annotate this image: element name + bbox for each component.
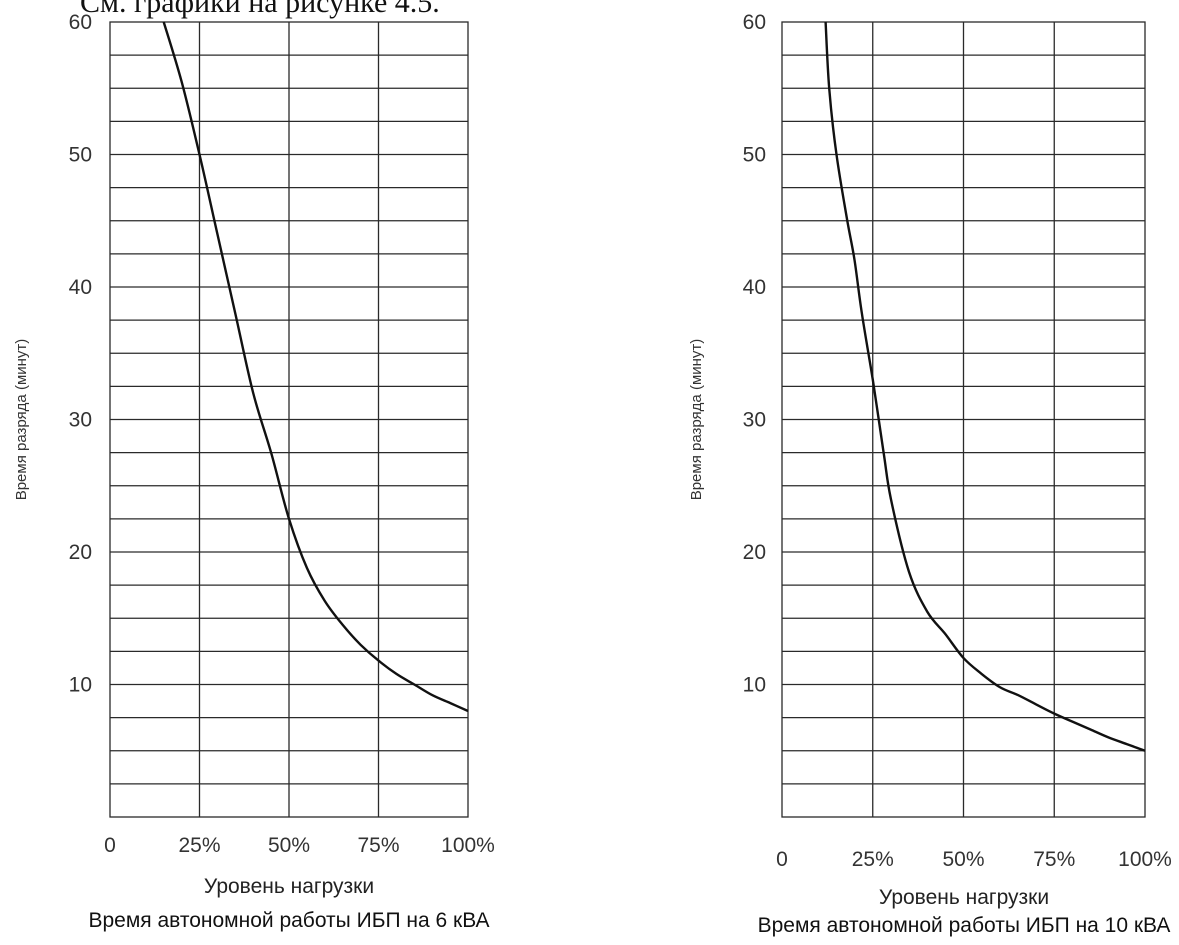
x-tick-label: 25% — [178, 834, 220, 857]
y-tick-label: 50 — [69, 144, 92, 167]
discharge-curve — [162, 21, 469, 713]
y-tick-label: 40 — [743, 276, 766, 299]
x-tick-label: 100% — [1118, 848, 1172, 871]
x-tick-label: 0 — [776, 848, 788, 871]
y-axis-label: Время разряда (минут) — [13, 339, 30, 501]
x-tick-label: 50% — [268, 834, 310, 857]
chart-caption: Время автономной работы ИБП на 6 кВА — [88, 909, 489, 932]
y-tick-label: 20 — [743, 541, 766, 564]
x-axis-label: Уровень нагрузки — [204, 875, 374, 898]
y-tick-label: 30 — [69, 409, 92, 432]
y-tick-label: 10 — [69, 674, 92, 697]
x-tick-label: 75% — [1033, 848, 1075, 871]
plot-frame — [109, 21, 469, 818]
x-tick-label: 50% — [942, 848, 984, 871]
y-tick-label: 50 — [743, 144, 766, 167]
chart-ups-10kva: 10 20 30 40 50 60 0 25% 50% 75% 100% Время разряда … — [688, 11, 1172, 937]
y-tick-label: 60 — [69, 11, 92, 34]
x-tick-label: 75% — [357, 834, 399, 857]
x-tick-label: 25% — [852, 848, 894, 871]
y-tick-label: 20 — [69, 541, 92, 564]
y-tick-label: 10 — [743, 674, 766, 697]
y-tick-label: 40 — [69, 276, 92, 299]
y-tick-label: 30 — [743, 409, 766, 432]
discharge-curve — [824, 21, 1146, 752]
plot-frame — [781, 21, 1146, 818]
y-axis-label: Время разряда (минут) — [688, 339, 705, 501]
chart-ups-6kva: 10 20 30 40 50 60 0 25% 50% 75% 100% Время разряда … — [13, 11, 495, 932]
x-tick-label: 0 — [104, 834, 116, 857]
y-tick-label: 60 — [743, 11, 766, 34]
x-axis-label: Уровень нагрузки — [879, 886, 1049, 909]
page-heading: См. графики на рисунке 4.5. — [80, 0, 440, 19]
x-tick-label: 100% — [441, 834, 495, 857]
chart-caption: Время автономной работы ИБП на 10 кВА — [758, 914, 1171, 937]
